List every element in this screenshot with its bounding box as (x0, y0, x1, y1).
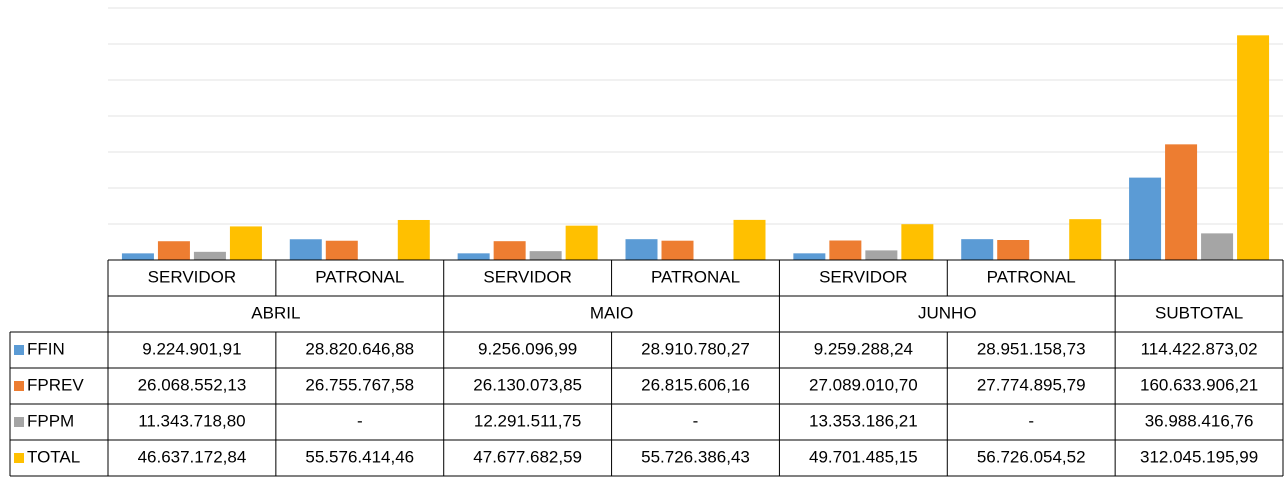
bar (829, 240, 862, 260)
bar (793, 253, 826, 260)
value-label: 47.677.682,59 (473, 447, 582, 466)
category-label: PATRONAL (651, 267, 740, 286)
value-label: 11.343.718,80 (138, 411, 245, 430)
value-label: 36.988.416,76 (1145, 411, 1254, 430)
bar (733, 219, 766, 260)
value-label: 55.726.386,43 (641, 447, 750, 466)
legend-swatch (14, 453, 24, 463)
bar (157, 241, 190, 260)
bar (529, 251, 562, 260)
value-label: 26.755.767,58 (305, 375, 414, 394)
legend-swatch (14, 345, 24, 355)
group-label: SUBTOTAL (1155, 303, 1243, 322)
bar (901, 224, 934, 260)
bar (457, 253, 490, 260)
bar (1237, 35, 1270, 261)
bar (625, 239, 658, 260)
bar (961, 239, 994, 260)
value-label: - (1028, 411, 1034, 430)
category-label: SERVIDOR (819, 267, 908, 286)
bar (565, 225, 598, 260)
bar (289, 239, 322, 260)
bar (397, 219, 430, 260)
legend-label: FPPM (27, 411, 74, 430)
bar (1165, 144, 1198, 260)
value-label: 27.089.010,70 (809, 375, 918, 394)
legend-label: FPREV (27, 375, 84, 394)
group-label: JUNHO (918, 303, 977, 322)
value-label: 49.701.485,15 (809, 447, 918, 466)
bar (193, 251, 226, 260)
bar (661, 240, 694, 260)
value-label: 26.815.606,16 (641, 375, 750, 394)
value-label: 9.224.901,91 (142, 339, 241, 358)
legend-swatch (14, 417, 24, 427)
value-label: 28.820.646,88 (305, 339, 414, 358)
value-label: 312.045.195,99 (1140, 447, 1258, 466)
value-label: 28.951.158,73 (977, 339, 1086, 358)
value-label: 28.910.780,27 (641, 339, 750, 358)
category-label: PATRONAL (987, 267, 1076, 286)
value-label: - (693, 411, 699, 430)
bar (1069, 219, 1102, 260)
value-label: 114.422.873,02 (1141, 339, 1258, 358)
value-label: - (357, 411, 363, 430)
value-label: 9.259.288,24 (814, 339, 913, 358)
category-label: SERVIDOR (483, 267, 572, 286)
value-label: 55.576.414,46 (305, 447, 414, 466)
group-label: ABRIL (251, 303, 300, 322)
value-label: 56.726.054,52 (977, 447, 1086, 466)
group-label: MAIO (590, 303, 633, 322)
value-label: 160.633.906,21 (1140, 375, 1258, 394)
bar (997, 240, 1030, 260)
legend-label: FFIN (27, 339, 65, 358)
value-label: 26.068.552,13 (138, 375, 247, 394)
category-label: SERVIDOR (148, 267, 237, 286)
bar (865, 250, 898, 260)
bar (121, 253, 154, 260)
value-label: 9.256.096,99 (478, 339, 577, 358)
bar (325, 240, 358, 260)
bar (1201, 233, 1234, 260)
value-label: 26.130.073,85 (473, 375, 582, 394)
legend-swatch (14, 381, 24, 391)
category-label: PATRONAL (315, 267, 404, 286)
value-label: 46.637.172,84 (138, 447, 247, 466)
legend-label: TOTAL (27, 447, 80, 466)
value-label: 13.353.186,21 (809, 411, 918, 430)
bar (1129, 177, 1162, 260)
bar (229, 226, 262, 260)
bar (493, 241, 526, 260)
value-label: 12.291.511,75 (474, 411, 581, 430)
value-label: 27.774.895,79 (977, 375, 1086, 394)
